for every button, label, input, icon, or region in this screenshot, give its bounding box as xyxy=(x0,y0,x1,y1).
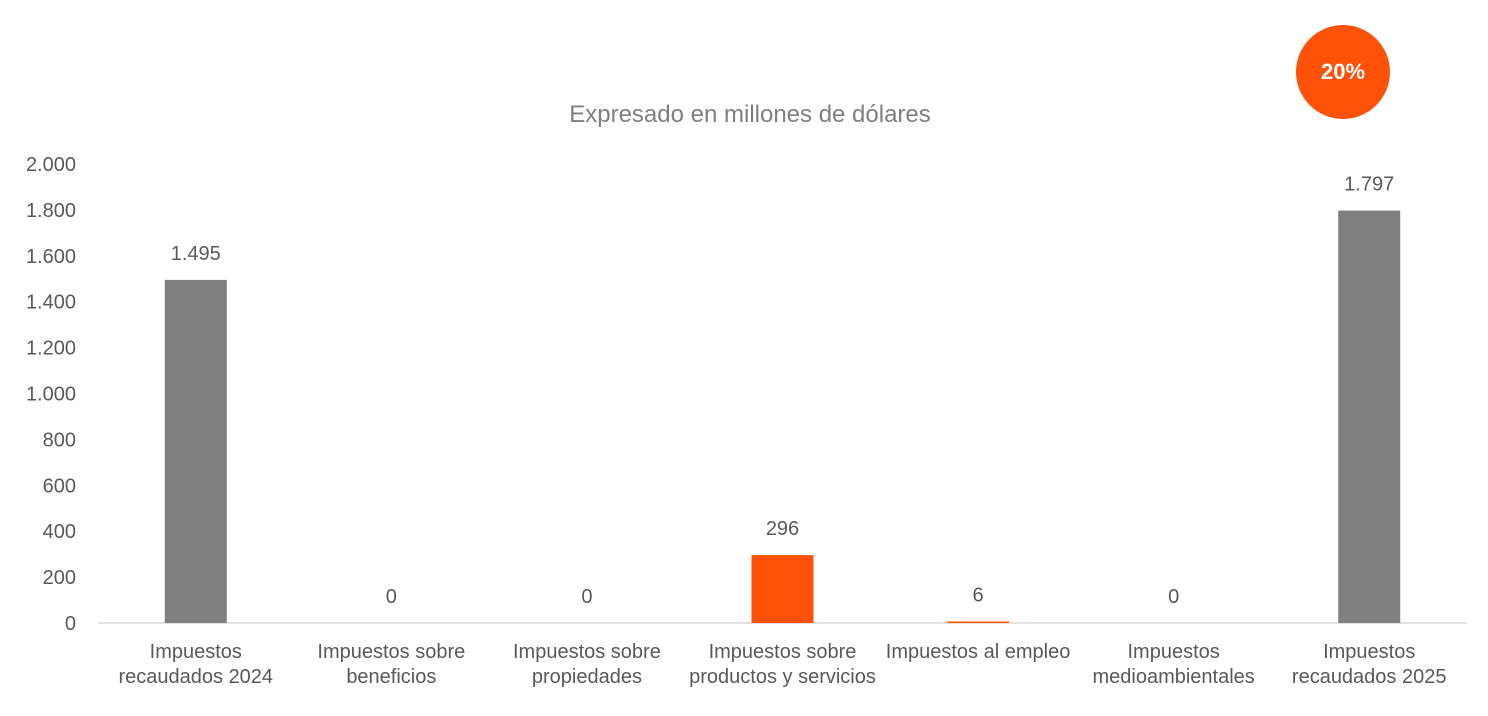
y-tick-label: 2.000 xyxy=(26,154,76,176)
data-label: 296 xyxy=(766,518,799,540)
y-tick-label: 1.200 xyxy=(26,338,76,360)
data-labels: 1.495 0 0 296 6 0 1.797 xyxy=(171,174,1394,608)
data-label: 0 xyxy=(581,586,592,608)
y-axis: 0 200 400 600 800 1.000 1.200 1.400 1.600 1.800 2.… xyxy=(26,154,76,635)
bars xyxy=(164,210,1401,623)
y-tick-label: 1.400 xyxy=(26,292,76,314)
y-tick-label: 1.800 xyxy=(26,200,76,222)
y-tick-label: 800 xyxy=(43,429,76,451)
x-tick-label: Impuestos medioambientales xyxy=(1092,641,1255,688)
y-tick-label: 200 xyxy=(43,567,76,589)
x-tick-label: Impuestos sobre beneficios xyxy=(317,641,466,688)
x-tick-label: Impuestos sobre productos y servicios xyxy=(689,641,876,688)
data-label: 0 xyxy=(1168,586,1179,608)
percentage-badge: 20% xyxy=(1296,25,1390,119)
bar xyxy=(751,555,814,623)
percentage-badge-text: 20% xyxy=(1320,59,1366,84)
y-tick-label: 1.000 xyxy=(26,384,76,406)
x-tick-label: Impuestos sobre propiedades xyxy=(512,641,661,688)
x-tick-label: Impuestos al empleo xyxy=(885,641,1071,663)
x-tick-label: Impuestos recaudados 2024 xyxy=(118,641,274,688)
data-label: 0 xyxy=(386,586,397,608)
y-tick-label: 1.600 xyxy=(26,246,76,268)
data-label: 1.495 xyxy=(171,243,221,265)
x-tick-label: Impuestos recaudados 2025 xyxy=(1291,641,1447,688)
y-tick-label: 400 xyxy=(43,521,76,543)
y-tick-label: 0 xyxy=(65,613,76,635)
data-label: 6 xyxy=(973,585,984,607)
bar xyxy=(164,279,227,623)
bar xyxy=(1338,210,1401,623)
y-tick-label: 600 xyxy=(43,475,76,497)
bar xyxy=(947,621,1010,623)
data-label: 1.797 xyxy=(1344,174,1394,196)
chart-title: Expresado en millones de dólares xyxy=(569,101,931,128)
